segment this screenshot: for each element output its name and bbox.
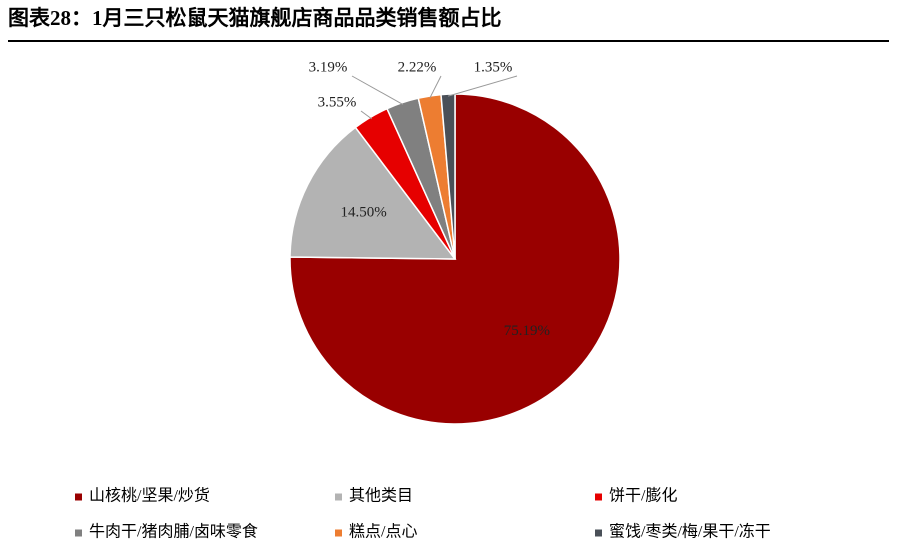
leader-line <box>429 75 442 99</box>
legend-marker <box>335 493 342 501</box>
legend-marker <box>595 493 602 501</box>
leader-line <box>351 75 404 105</box>
legend-label: 其他类目 <box>349 487 413 505</box>
leader-line <box>360 110 373 120</box>
legend-label: 饼干/膨化 <box>609 487 677 505</box>
pie-slice <box>289 93 621 425</box>
data-label: 75.19% <box>504 323 550 339</box>
legend-label: 牛肉干/猪肉脯/卤味零食 <box>89 523 258 541</box>
data-label: 14.50% <box>341 204 387 220</box>
data-label: 3.19% <box>309 59 348 75</box>
legend-label: 糕点/点心 <box>349 523 417 541</box>
chart-title: 图表28：1月三只松鼠天猫旗舰店商品品类销售额占比 <box>8 6 502 30</box>
data-label: 1.35% <box>474 59 513 75</box>
legend-label: 蜜饯/枣类/梅/果干/冻干 <box>609 522 771 541</box>
data-label: 2.22% <box>398 59 437 75</box>
pie-slice <box>289 126 457 260</box>
legend-marker <box>75 493 82 501</box>
data-label: 3.55% <box>318 94 357 110</box>
legend-marker <box>75 529 82 537</box>
leader-line <box>447 75 518 97</box>
legend-label: 山核桃/坚果/炒货 <box>89 487 210 505</box>
legend-marker <box>595 529 602 537</box>
legend-marker <box>335 529 342 537</box>
